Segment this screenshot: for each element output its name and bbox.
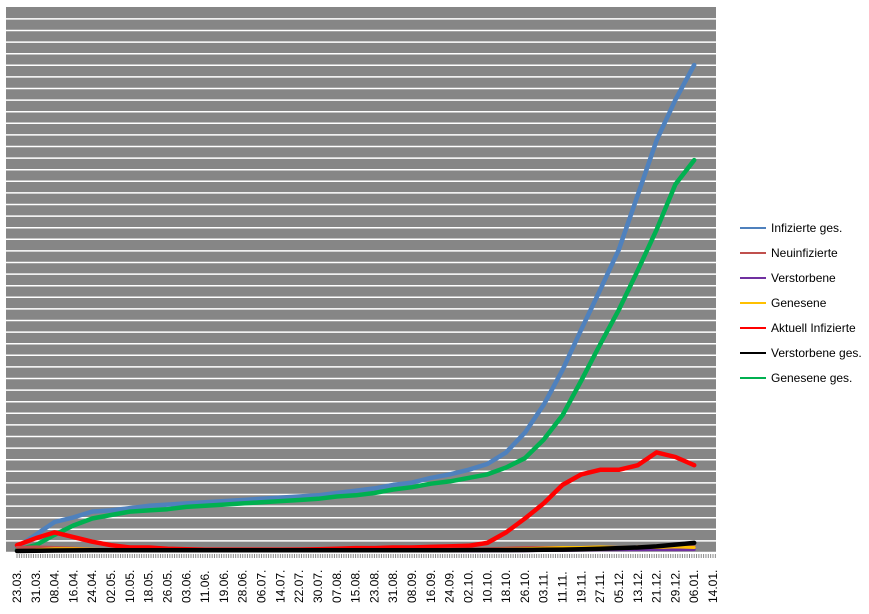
legend-label: Genesene ges. xyxy=(771,371,852,385)
x-tick-label: 24.04. xyxy=(85,570,99,603)
x-tick-label: 21.12. xyxy=(650,570,664,603)
x-tick-label: 10.05. xyxy=(123,570,137,603)
x-tick-label: 08.09. xyxy=(405,570,419,603)
x-tick-label: 10.10. xyxy=(480,570,494,603)
x-tick-label: 16.04. xyxy=(66,570,80,603)
x-tick-label: 26.05. xyxy=(160,570,174,603)
x-tick-label: 14.01. xyxy=(706,570,720,603)
x-tick-label: 30.07. xyxy=(311,570,325,603)
x-tick-label: 03.11. xyxy=(537,571,551,603)
x-tick-label: 03.06. xyxy=(179,570,193,603)
x-axis-labels: 23.03. 31.03. 08.04. 16.04. 24.04. 02.05. 10.0… xyxy=(10,570,720,603)
x-tick-label: 23.08. xyxy=(367,570,381,603)
series-line-infizierte-ges- xyxy=(14,62,697,550)
x-tick-label: 02.10. xyxy=(461,570,475,603)
x-tick-label: 19.06. xyxy=(217,570,231,603)
x-tick-label: 27.11. xyxy=(593,571,607,603)
x-tick-label: 15.08. xyxy=(349,570,363,603)
x-tick-label: 18.05. xyxy=(142,570,156,603)
x-tick-label: 13.12. xyxy=(631,570,645,603)
legend: Infizierte ges. Neuinfizierte Verstorbene G… xyxy=(740,221,862,385)
x-tick-label: 23.03. xyxy=(10,570,24,603)
x-tick-label: 28.06. xyxy=(236,570,250,603)
x-tick-label: 29.12. xyxy=(668,570,682,603)
plot-area xyxy=(6,7,716,553)
x-tick-label: 26.10. xyxy=(518,570,532,603)
x-tick-label: 14.07. xyxy=(273,570,287,603)
x-tick-label: 07.08. xyxy=(330,570,344,603)
x-tick-label: 11.06. xyxy=(198,571,212,603)
x-tick-label: 19.11. xyxy=(574,571,588,603)
x-tick-label: 06.01. xyxy=(687,570,701,603)
x-tick-label: 05.12. xyxy=(612,570,626,603)
series-line-genesene-ges- xyxy=(14,157,697,553)
x-tick-label: 18.10. xyxy=(499,570,513,603)
x-axis-ticks xyxy=(16,554,716,558)
series-lines xyxy=(14,62,697,554)
legend-label: Aktuell Infizierte xyxy=(771,321,856,335)
x-tick-label: 02.05. xyxy=(104,570,118,603)
legend-label: Genesene xyxy=(771,296,827,310)
x-tick-label: 22.07. xyxy=(292,570,306,603)
series-line-verstorbene-ges- xyxy=(14,540,697,554)
legend-label: Infizierte ges. xyxy=(771,221,842,235)
legend-label: Verstorbene ges. xyxy=(771,346,862,360)
legend-label: Neuinfizierte xyxy=(771,246,838,260)
x-tick-label: 31.08. xyxy=(386,570,400,603)
x-tick-label: 11.11. xyxy=(556,571,570,603)
x-tick-label: 16.09. xyxy=(424,570,438,603)
gridlines xyxy=(6,18,716,554)
x-tick-label: 08.04. xyxy=(48,570,62,603)
x-tick-label: 06.07. xyxy=(255,570,269,603)
x-tick-label: 24.09. xyxy=(443,570,457,603)
legend-label: Verstorbene xyxy=(771,271,836,285)
x-tick-label: 31.03. xyxy=(29,570,43,603)
